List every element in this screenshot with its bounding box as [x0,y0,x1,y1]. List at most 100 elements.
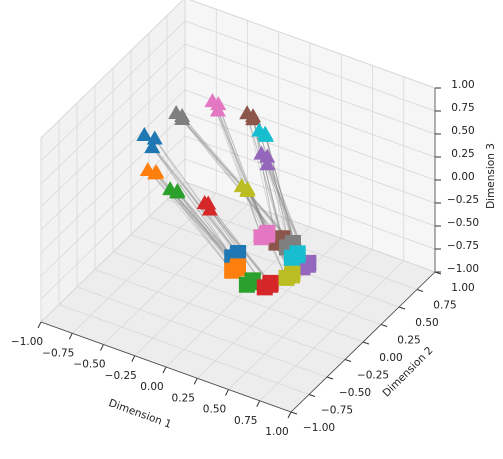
link [207,203,271,286]
point [259,156,276,171]
x-tick-label: 0.25 [172,392,195,404]
link [217,110,268,235]
link [252,116,283,241]
point [210,96,227,111]
axis-line [40,321,292,413]
grid-line [184,181,436,273]
link [212,101,268,235]
grid-line [40,20,186,162]
link [204,202,271,284]
grid-line [40,89,186,231]
y-tick [362,341,370,345]
x-tick [37,321,42,329]
grid-line [189,0,436,89]
link [217,103,268,233]
grid-line [40,181,186,323]
y-tick-label: −0.75 [321,405,353,417]
link [181,115,293,246]
y-tick [380,324,388,327]
z-tick-label: −0.75 [447,240,479,252]
x-tick-label: 1.00 [265,426,288,438]
link [204,202,271,286]
point [259,226,276,243]
point [245,111,262,126]
x-tick-label: 0.75 [234,415,257,427]
grid-line [58,304,310,395]
y-tick-label: −0.25 [357,370,389,382]
link [252,119,277,243]
y-tick [290,411,298,415]
point [169,182,186,197]
z-tick-label: 1.00 [451,79,474,91]
point [144,139,161,154]
grid-line [112,251,364,343]
link [246,113,277,243]
axis-line [290,271,436,413]
x-tick [256,400,261,407]
link [181,118,294,244]
link [258,130,299,254]
point [259,148,276,163]
point [229,260,246,277]
point [136,126,153,141]
x-tick-label: −0.50 [73,359,105,371]
z-tick-label: 0.75 [451,102,474,114]
x-tick [193,378,198,385]
x-tick-label: −0.75 [42,347,74,359]
z-tick-label: 0.00 [451,171,474,183]
y-tick-label: 0.75 [433,300,456,312]
x-tick [287,411,292,419]
link [151,146,239,254]
link [217,103,262,238]
panes [37,0,442,419]
link [144,134,233,258]
x-tick [162,366,167,374]
link [181,115,294,244]
link [144,134,239,254]
grid-line [148,216,400,308]
point [209,102,226,117]
link [217,103,268,235]
y-tick-label: 1.00 [451,282,474,294]
link [212,101,262,238]
link [175,112,294,244]
y-tick [416,289,424,292]
link [175,112,293,246]
link [207,203,272,284]
x-tick [68,333,73,340]
grid-line [40,158,186,300]
grid-line [76,286,328,378]
point [146,130,163,145]
z-tick-label: 0.25 [451,148,474,160]
z-tick-label: −1.00 [447,263,479,275]
x-tick [100,344,104,351]
link [151,146,239,256]
grid-line [184,43,436,135]
point [239,182,256,197]
z-tick-label: 0.50 [451,125,474,137]
point [148,164,165,179]
grid-line [184,158,436,250]
point [262,276,279,293]
y-tick-label: −0.50 [339,387,371,399]
link [147,169,239,267]
point [200,195,217,210]
y-tick [308,394,316,397]
z-tick-label: −0.50 [447,217,479,229]
y-tick [344,359,352,362]
x-axis-label: Dimension 1 [107,397,173,431]
x-tick-label: 0.00 [140,381,163,393]
z-tick-label: −0.25 [447,194,479,206]
link [154,138,239,256]
x-tick [131,355,136,362]
grid-line [40,112,186,254]
x-tick-label: −1.00 [11,336,43,348]
grid-line [40,66,186,208]
y-tick-label: 0.25 [397,335,420,347]
point [258,127,274,142]
link [154,138,233,258]
link [264,133,298,256]
link [217,110,262,238]
grid-line [94,269,346,360]
